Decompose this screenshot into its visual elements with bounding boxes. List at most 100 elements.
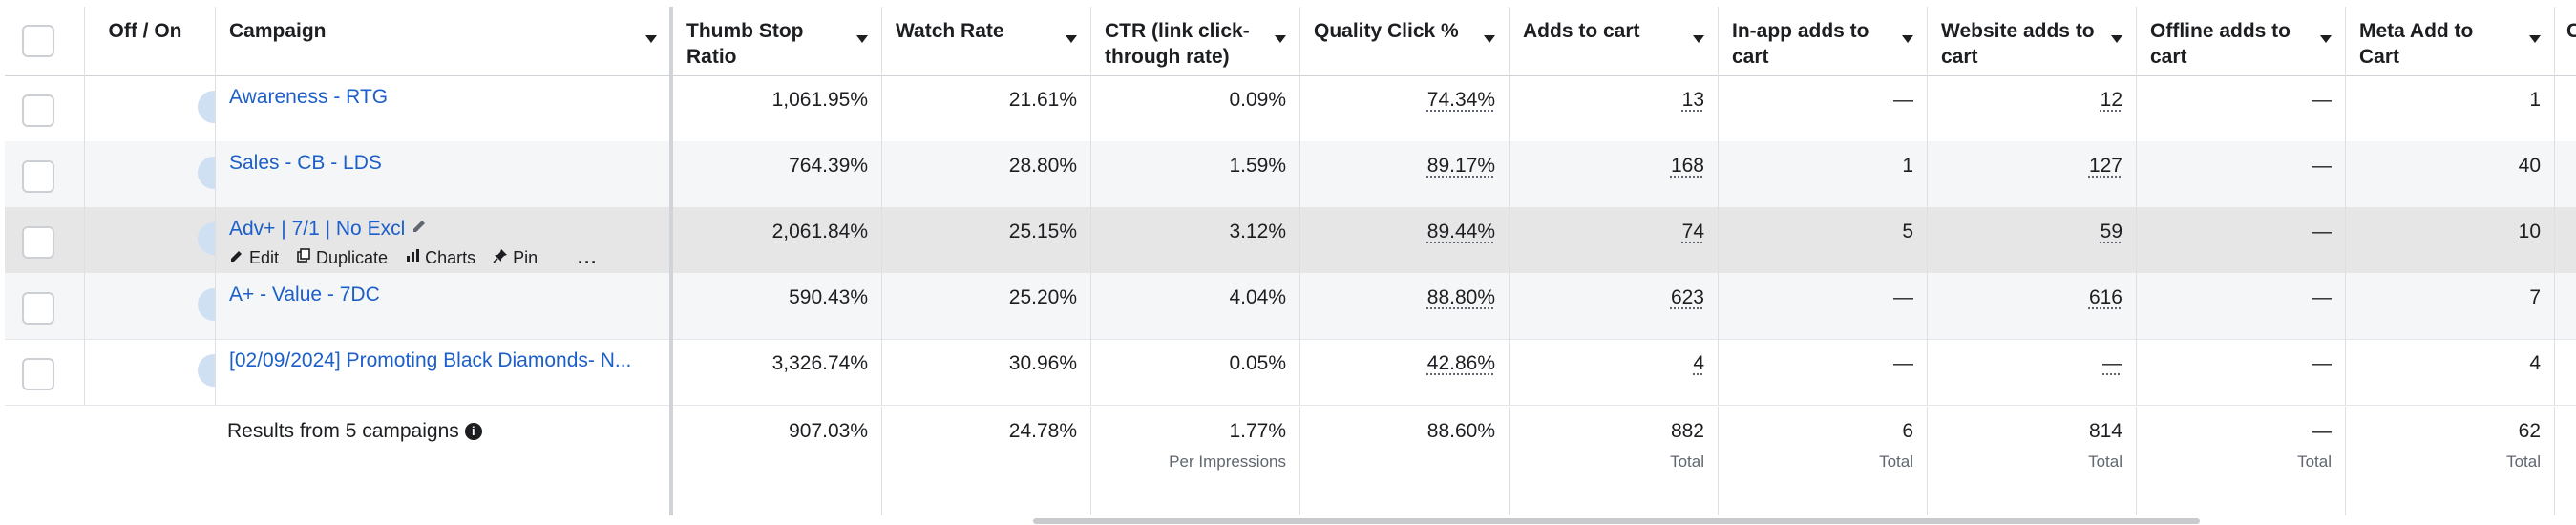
- cell-adds: 168: [1510, 141, 1719, 207]
- campaign-name-cell: A+ - Value - 7DC: [216, 273, 671, 339]
- summary-thumb-stop: 907.03%: [673, 407, 882, 515]
- cell-meta: 10: [2346, 207, 2555, 273]
- col-campaign[interactable]: Campaign: [216, 7, 671, 75]
- select-all-cell: [5, 7, 85, 75]
- table-row[interactable]: Awareness - RTG 1,061.95% 21.61% 0.09% 74.34…: [5, 75, 2576, 142]
- cell-ctr: 0.09%: [1091, 75, 1300, 141]
- sort-caret-icon[interactable]: [2529, 35, 2541, 43]
- row-actions: Edit Duplicate Charts Pin...: [229, 248, 598, 268]
- more-options-button[interactable]: ...: [578, 248, 599, 267]
- summary-label-cell: Results from 5 campaigns i: [216, 407, 671, 515]
- campaign-toggle[interactable]: [198, 157, 215, 189]
- col-inapp-adds[interactable]: In-app adds to cart: [1719, 7, 1928, 75]
- sort-caret-icon[interactable]: [2320, 35, 2332, 43]
- edit-button[interactable]: Edit: [229, 248, 279, 268]
- row-toggle-cell: [85, 339, 216, 405]
- summary-row: Results from 5 campaigns i 907.03% 24.78%…: [5, 407, 2576, 515]
- charts-button[interactable]: Charts: [405, 248, 475, 268]
- info-icon[interactable]: i: [464, 423, 482, 440]
- campaign-name-link[interactable]: [02/09/2024] Promoting Black Diamonds- N…: [229, 349, 632, 371]
- sort-caret-icon[interactable]: [1275, 35, 1286, 43]
- col-thumb-stop[interactable]: Thumb Stop Ratio: [673, 7, 882, 75]
- sort-caret-icon[interactable]: [645, 35, 657, 43]
- col-watch-rate[interactable]: Watch Rate: [882, 7, 1091, 75]
- campaign-toggle[interactable]: [198, 222, 215, 255]
- cell-meta: 7: [2346, 273, 2555, 339]
- sort-caret-icon[interactable]: [2111, 35, 2122, 43]
- results-text: Results from 5 campaigns i: [227, 420, 482, 443]
- table-row[interactable]: Sales - CB - LDS 764.39% 28.80% 1.59% 89.17%…: [5, 141, 2576, 208]
- duplicate-button[interactable]: Duplicate: [296, 248, 388, 268]
- campaign-name-link[interactable]: Sales - CB - LDS: [229, 152, 382, 174]
- col-quality-click[interactable]: Quality Click %: [1300, 7, 1510, 75]
- sort-caret-icon[interactable]: [1066, 35, 1077, 43]
- cell-watch-rate: 28.80%: [882, 141, 1091, 207]
- col-truncated[interactable]: C: [2555, 7, 2576, 75]
- col-inapp-adds-label: In-app adds to cart: [1732, 20, 1869, 68]
- select-all-checkbox[interactable]: [22, 25, 54, 57]
- col-thumb-stop-label: Thumb Stop Ratio: [686, 20, 804, 68]
- cell-inapp: —: [1719, 273, 1928, 339]
- summary-meta: 62 Total: [2346, 407, 2555, 515]
- charts-icon: [405, 248, 420, 268]
- col-meta-add-to-cart-label: Meta Add to Cart: [2359, 20, 2474, 68]
- col-offline-adds-label: Offline adds to cart: [2150, 20, 2291, 68]
- sort-caret-icon[interactable]: [1693, 35, 1704, 43]
- col-adds-to-cart[interactable]: Adds to cart: [1510, 7, 1719, 75]
- row-select-cell: [5, 75, 85, 141]
- campaign-toggle[interactable]: [198, 91, 215, 123]
- cell-quality: 88.80%: [1300, 273, 1510, 339]
- row-checkbox[interactable]: [22, 94, 54, 127]
- cell-offline: —: [2137, 207, 2346, 273]
- col-ctr[interactable]: CTR (link click-through rate): [1091, 7, 1300, 75]
- row-checkbox[interactable]: [22, 358, 54, 390]
- cell-inapp: 5: [1719, 207, 1928, 273]
- sort-caret-icon[interactable]: [1902, 35, 1913, 43]
- cell-truncated: [2555, 75, 2576, 141]
- cell-thumb-stop: 3,326.74%: [673, 339, 882, 405]
- edit-icon: [229, 248, 244, 268]
- cell-inapp: —: [1719, 339, 1928, 405]
- duplicate-icon: [296, 248, 311, 268]
- campaign-toggle[interactable]: [198, 288, 215, 321]
- cell-truncated: [2555, 207, 2576, 273]
- row-select-cell: [5, 273, 85, 339]
- cell-meta: 40: [2346, 141, 2555, 207]
- col-campaign-label: Campaign: [229, 20, 327, 42]
- col-off-on[interactable]: Off / On: [85, 7, 216, 75]
- horizontal-scrollbar[interactable]: [1033, 518, 2200, 524]
- campaign-toggle[interactable]: [198, 354, 215, 387]
- col-ctr-label: CTR (link click-through rate): [1105, 20, 1250, 68]
- sort-caret-icon[interactable]: [856, 35, 868, 43]
- cell-inapp: 1: [1719, 141, 1928, 207]
- cell-watch-rate: 25.20%: [882, 273, 1091, 339]
- table-row[interactable]: [02/09/2024] Promoting Black Diamonds- N…: [5, 339, 2576, 406]
- col-website-adds[interactable]: Website adds to cart: [1928, 7, 2137, 75]
- pencil-icon[interactable]: [411, 218, 428, 241]
- summary-offline: — Total: [2137, 407, 2346, 515]
- cell-website: 616: [1928, 273, 2137, 339]
- row-checkbox[interactable]: [22, 160, 54, 193]
- summary-adds: 882 Total: [1510, 407, 1719, 515]
- pin-button[interactable]: Pin: [493, 248, 538, 268]
- row-select-cell: [5, 339, 85, 405]
- summary-watch-rate: 24.78%: [882, 407, 1091, 515]
- cell-thumb-stop: 2,061.84%: [673, 207, 882, 273]
- frozen-column-divider[interactable]: [669, 7, 673, 515]
- col-meta-add-to-cart[interactable]: Meta Add to Cart: [2346, 7, 2555, 75]
- sort-caret-icon[interactable]: [1484, 35, 1495, 43]
- campaign-name-link[interactable]: A+ - Value - 7DC: [229, 284, 380, 305]
- row-checkbox[interactable]: [22, 226, 54, 259]
- cell-truncated: [2555, 273, 2576, 339]
- campaign-name-link[interactable]: Awareness - RTG: [229, 86, 389, 108]
- col-quality-click-label: Quality Click %: [1314, 20, 1459, 42]
- table-row[interactable]: A+ - Value - 7DC 590.43% 25.20% 4.04% 88.80%…: [5, 273, 2576, 340]
- cell-truncated: [2555, 339, 2576, 405]
- cell-offline: —: [2137, 75, 2346, 141]
- table-row[interactable]: Adv+ | 7/1 | No Excl Edit Duplicate Charts P…: [5, 207, 2576, 274]
- cell-quality: 89.17%: [1300, 141, 1510, 207]
- col-offline-adds[interactable]: Offline adds to cart: [2137, 7, 2346, 75]
- cell-adds: 13: [1510, 75, 1719, 141]
- row-checkbox[interactable]: [22, 292, 54, 325]
- campaign-name-link[interactable]: Adv+ | 7/1 | No Excl: [229, 218, 428, 241]
